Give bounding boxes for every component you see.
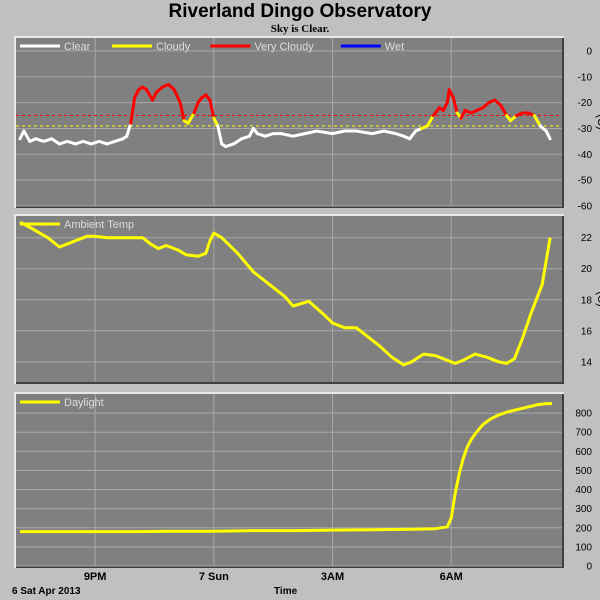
sky-temp-segment-48 [315,129,335,136]
sky-temp-segment-80 [532,114,542,128]
sky-temp-segment-65 [451,95,459,115]
panel-1-ytick-0: 14 [581,357,593,368]
sky-temp-segment-35 [216,124,224,146]
sky-temp-segment-29 [192,101,200,115]
panel-2-ytick-0: 0 [586,562,592,573]
sky-temp-segment-52 [370,129,386,136]
panel-0-ytick-1: -10 [578,72,593,83]
panel-2-legend-0: Daylight [64,397,104,409]
panel-0-legend-1: Cloudy [156,41,191,53]
panel-2-ytick-2: 200 [575,523,592,534]
panel-0-ytick-0: 0 [586,46,592,57]
sky-temp-segment-33 [208,98,216,120]
panel-0-unit-label: (C) [595,114,600,129]
tick-labels: 0 -10 -20 -30 -40 -50 -60 (C) 14 16 18 20 22 (C) 0 100 2… [84,46,600,583]
sky-temp-segment-56 [408,129,418,141]
sky-temp-segment-46 [291,132,307,138]
panel-1-unit-label: (C) [595,291,600,306]
panel-2-ytick-1: 100 [575,542,592,553]
sky-temp-segment-45 [279,132,295,138]
panel-1-ytick-3: 20 [581,264,593,275]
x-tick-0: 9PM [84,571,107,583]
sky-temp-segment-20 [145,88,154,102]
sky-temp-segment-38 [232,137,244,146]
date-label: 6 Sat Apr 2013 [12,586,81,597]
panel-0-plot-area [16,38,562,206]
panel-0-ytick-6: -60 [578,202,593,213]
series-lines [18,83,553,534]
sky-temp-segment-15 [125,121,133,138]
sky-status: Sky is Clear. [270,23,330,35]
sky-temp-segment-5 [50,137,62,146]
panel-0-ytick-2: -20 [578,98,593,109]
panel-1-legend-0: Ambient Temp [64,219,134,231]
panel-1-ytick-4: 22 [581,233,593,244]
sky-temp-segment-60 [431,106,441,118]
x-tick-1: 7 Sun [199,571,229,583]
sky-temp-segment-1 [22,129,32,143]
panel-0-ytick-5: -50 [578,176,593,187]
sky-temp-segment-53 [382,129,398,136]
panel-2-ytick-6: 600 [575,447,592,458]
x-tick-2: 3AM [321,571,344,583]
sky-temp-segment-74 [499,103,509,118]
panel-2-ytick-4: 400 [575,485,592,496]
panel-0-legend-2: Very Cloudy [254,41,314,53]
x-axis-label: Time [274,586,298,597]
chart-title: Riverland Dingo Observatory [168,1,432,22]
sky-temp-segment-25 [172,88,182,105]
sky-temp-segment-82 [544,129,552,141]
sky-temp-segment-49 [331,129,346,136]
legends: Clear Cloudy Very Cloudy Wet Ambient Temp Day… [20,41,404,409]
sky-temp-segment-59 [425,114,435,128]
panel-1-plot-area [16,216,562,382]
sky-temp-segment-26 [178,101,186,123]
panel-1-ytick-1: 16 [581,326,593,337]
panel-2-ytick-3: 300 [575,504,592,515]
sky-temp-segment-51 [354,129,374,136]
panel-2-ytick-7: 700 [575,428,592,439]
sky-temp-segment-16 [129,95,137,125]
panel-0-ytick-4: -40 [578,150,593,161]
panel-0-legend-0: Clear [64,41,91,53]
panel-0-legend-3: Wet [385,41,404,53]
panel-1-series-0-line [19,220,552,367]
x-tick-3: 6AM [440,571,463,583]
sky-temp-segment-28 [186,111,196,125]
panel-0-ytick-3: -30 [578,124,593,135]
panel-2-plot-area [16,394,562,566]
panel-2-ytick-8: 800 [575,409,592,420]
panel-2-ytick-5: 500 [575,466,592,477]
panel-1-ytick-2: 18 [581,295,593,306]
panel-2-series-0-line [20,402,553,534]
sky-temp-segment-47 [303,129,319,136]
